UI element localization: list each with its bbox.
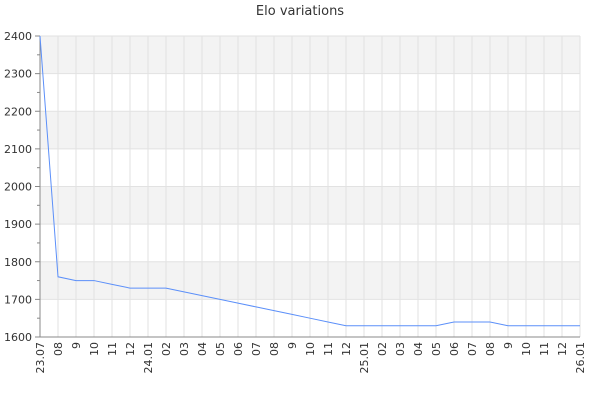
- y-tick-label: 2100: [4, 143, 32, 156]
- x-tick-label: 23.07: [34, 342, 47, 374]
- x-tick-label: 07: [466, 342, 479, 356]
- y-tick-label: 1600: [4, 331, 32, 344]
- x-tick-label: 02: [376, 342, 389, 356]
- x-tick-label: 06: [448, 342, 461, 356]
- y-tick-label: 1800: [4, 256, 32, 269]
- x-tick-label: 08: [484, 342, 497, 356]
- x-tick-label: 10: [520, 342, 533, 356]
- x-tick-label: 26.01: [574, 342, 587, 374]
- x-tick-label: 03: [394, 342, 407, 356]
- x-tick-label: 9: [286, 342, 299, 349]
- x-tick-label: 07: [250, 342, 263, 356]
- x-tick-label: 08: [52, 342, 65, 356]
- x-tick-label: 12: [556, 342, 569, 356]
- x-tick-label: 08: [268, 342, 281, 356]
- x-tick-label: 05: [214, 342, 227, 356]
- x-tick-label: 11: [322, 342, 335, 356]
- x-tick-label: 9: [70, 342, 83, 349]
- y-tick-label: 2000: [4, 181, 32, 194]
- x-tick-label: 02: [160, 342, 173, 356]
- x-tick-label: 04: [412, 342, 425, 356]
- x-tick-label: 10: [88, 342, 101, 356]
- x-tick-label: 03: [178, 342, 191, 356]
- x-tick-label: 05: [430, 342, 443, 356]
- y-tick-label: 2200: [4, 105, 32, 118]
- x-tick-label: 12: [124, 342, 137, 356]
- x-tick-label: 04: [196, 342, 209, 356]
- x-tick-label: 9: [502, 342, 515, 349]
- chart-title: Elo variations: [0, 4, 600, 19]
- x-tick-label: 11: [106, 342, 119, 356]
- x-tick-label: 24.01: [142, 342, 155, 374]
- x-tick-label: 11: [538, 342, 551, 356]
- y-tick-label: 1900: [4, 218, 32, 231]
- y-tick-label: 1700: [4, 293, 32, 306]
- y-tick-label: 2400: [4, 30, 32, 43]
- x-tick-label: 10: [304, 342, 317, 356]
- x-tick-label: 06: [232, 342, 245, 356]
- x-tick-label: 12: [340, 342, 353, 356]
- y-tick-label: 2300: [4, 68, 32, 81]
- x-tick-label: 25.01: [358, 342, 371, 374]
